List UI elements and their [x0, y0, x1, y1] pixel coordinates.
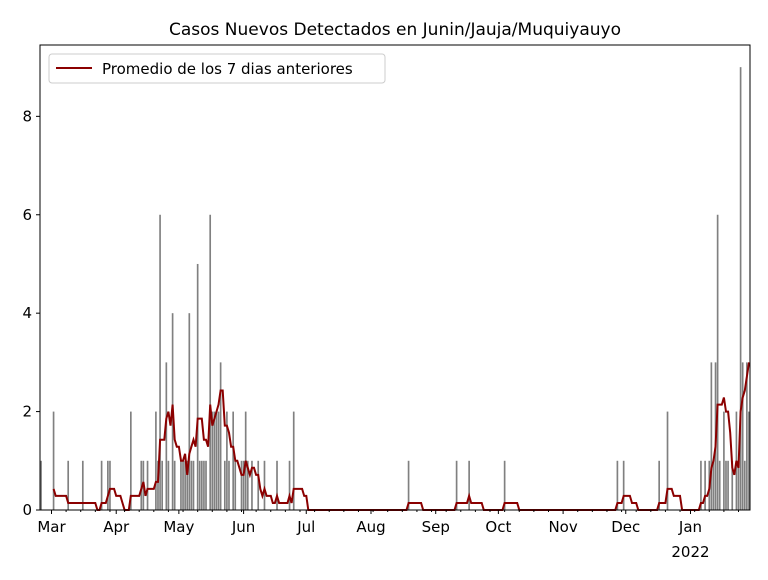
bar [704, 460, 706, 510]
bar [292, 411, 295, 510]
bar [288, 460, 291, 510]
bar [723, 411, 725, 510]
x-tick-label: May [163, 518, 194, 536]
plot-frame [39, 44, 751, 511]
bar [712, 460, 715, 510]
bar [741, 362, 744, 510]
bar [190, 460, 193, 510]
bar [100, 460, 103, 510]
bar [192, 460, 195, 510]
bar [234, 460, 237, 510]
bar [716, 214, 719, 510]
bar [211, 411, 214, 510]
bar [157, 460, 159, 510]
bar [186, 460, 189, 510]
bar [739, 67, 742, 511]
x-tick-label: Jan [678, 518, 702, 536]
chart-title: Casos Nuevos Detectados en Junin/Jauja/M… [169, 20, 621, 40]
bar [140, 460, 143, 510]
legend: Promedio de los 7 dias anteriores [48, 53, 386, 84]
bar [616, 460, 619, 510]
x-tick-label: Nov [548, 518, 577, 536]
bar [232, 411, 234, 510]
bar [161, 460, 163, 510]
x-tick-label: Aug [356, 518, 385, 536]
bar [622, 460, 625, 510]
bar [203, 460, 205, 510]
bar [146, 460, 149, 510]
bar [67, 460, 70, 510]
bar [727, 460, 729, 510]
bar [184, 460, 186, 510]
x-tick-label: Mar [37, 518, 66, 536]
y-tick-label: 2 [22, 403, 32, 421]
bar [263, 460, 266, 510]
bar [725, 460, 727, 510]
bar [226, 411, 228, 510]
bar [198, 460, 201, 510]
bar [257, 460, 260, 510]
bar [215, 411, 218, 510]
bar [81, 460, 84, 510]
bar [217, 411, 220, 510]
bar [219, 362, 222, 510]
bar [737, 460, 740, 510]
bar [40, 460, 42, 510]
x-tick-label: Apr [103, 518, 130, 536]
x-axis: Mar Apr May Jun Jul Aug Sep Oct Nov Dec Jan 2022 [37, 510, 740, 561]
bar [165, 362, 168, 510]
y-tick-label: 6 [22, 206, 32, 224]
legend-box [48, 53, 386, 84]
y-tick-label: 8 [22, 107, 32, 125]
y-tick-label: 0 [22, 501, 32, 519]
bar [182, 460, 184, 510]
bar [251, 460, 253, 510]
x-tick-label: Jul [296, 518, 315, 536]
bar [718, 460, 721, 510]
bar [205, 460, 207, 510]
x-tick-year-label: 2022 [671, 543, 709, 561]
bar [455, 460, 458, 510]
bar [188, 313, 191, 510]
bar [407, 460, 410, 510]
bar [167, 460, 170, 510]
bar [228, 460, 230, 510]
bar [109, 460, 111, 510]
bar [196, 263, 199, 510]
bar [201, 460, 203, 510]
bar [213, 411, 216, 510]
bar [159, 214, 161, 510]
bar [155, 411, 157, 510]
bar [700, 460, 702, 510]
bar [180, 460, 182, 510]
x-tick-label: Oct [485, 518, 511, 536]
bar [468, 460, 470, 510]
x-tick-label: Dec [611, 518, 640, 536]
bar [107, 460, 109, 510]
bar [223, 460, 226, 510]
legend-label: Promedio de los 7 dias anteriores [102, 60, 353, 78]
bar [710, 362, 713, 510]
bar [173, 460, 176, 510]
x-tick-label: Sep [422, 518, 450, 536]
bar [658, 460, 660, 510]
bar [240, 460, 243, 510]
bar [743, 460, 746, 510]
bar [748, 411, 750, 510]
bar [731, 460, 734, 510]
y-axis: 0 2 4 6 8 [22, 107, 40, 519]
bar [276, 460, 278, 510]
bar [209, 214, 212, 510]
bar [503, 460, 506, 510]
x-tick-label: Jun [231, 518, 255, 536]
bars [40, 67, 750, 511]
bar [246, 460, 249, 510]
bar [666, 411, 669, 510]
bar [52, 411, 55, 510]
bar [746, 362, 748, 510]
bar [130, 411, 132, 510]
bar [242, 460, 245, 510]
y-tick-label: 4 [22, 304, 32, 322]
